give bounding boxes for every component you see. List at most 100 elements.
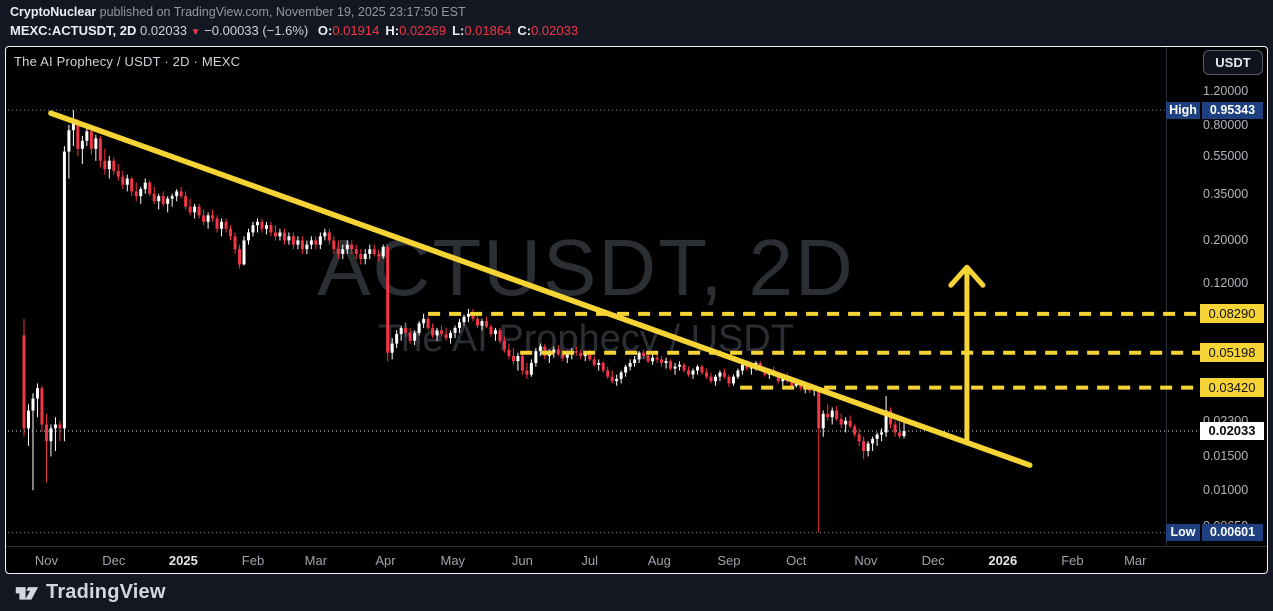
ohlc-values: O:0.01914 H:0.02269 L:0.01864 C:0.02033	[312, 23, 578, 38]
chart-legend-title[interactable]: The AI Prophecy / USDT · 2D · MEXC	[14, 54, 241, 69]
price-axis-separator	[1166, 47, 1167, 546]
candle-body	[125, 178, 129, 185]
candle-body	[94, 138, 98, 149]
tradingview-brand[interactable]: TradingView	[14, 580, 166, 605]
low-value-badge: 0.00601	[1202, 524, 1263, 542]
candle-body	[624, 366, 628, 373]
candle-body	[404, 327, 408, 333]
footer-bar: TradingView	[0, 574, 1273, 611]
candle-body	[682, 364, 686, 371]
candle-body	[489, 326, 493, 335]
ohlc-label: L:	[452, 23, 465, 38]
price-tick: 0.35000	[1203, 186, 1249, 201]
candle-body	[678, 364, 682, 367]
candle-body	[655, 357, 659, 360]
candle-body	[161, 196, 165, 204]
candle-body	[444, 334, 448, 339]
candle-body	[516, 356, 520, 362]
symbol-line: MEXC:ACTUSDT, 2D 0.02033 ▼ −0.00033 (−1.…	[10, 22, 578, 41]
candle-body	[691, 370, 695, 375]
time-tick-label: Feb	[1061, 553, 1084, 568]
candle-body	[520, 356, 524, 371]
attribution-text: published on TradingView.com, November 1…	[96, 5, 466, 19]
high-label-chip: High	[1166, 101, 1200, 119]
candle-body	[112, 160, 116, 171]
candle-body	[440, 330, 444, 335]
candle-body	[35, 388, 39, 399]
candle-body	[484, 321, 488, 327]
candle-body	[148, 182, 152, 194]
chart-pane[interactable]	[8, 109, 1166, 534]
candle-body	[669, 361, 673, 369]
time-tick-label: 2025	[168, 553, 198, 568]
candle-body	[350, 244, 354, 250]
candle-body	[880, 432, 884, 435]
candle-body	[166, 198, 170, 204]
candle-body	[31, 398, 35, 411]
candle-body	[175, 191, 179, 197]
candle-body	[359, 253, 363, 260]
candle-body	[247, 232, 250, 241]
candle-body	[848, 420, 852, 427]
candle-body	[377, 253, 381, 257]
time-tick-label: Aug	[647, 553, 671, 568]
time-tick-label: Oct	[786, 553, 807, 568]
candle-body	[893, 424, 897, 433]
candle-body	[336, 249, 340, 254]
candle-body	[170, 196, 174, 199]
candle-body	[58, 424, 62, 429]
symbol-name[interactable]: MEXC:ACTUSDT, 2D	[10, 23, 137, 38]
candle-body	[193, 206, 197, 213]
price-tick: 0.01000	[1203, 483, 1249, 498]
candle-body	[727, 376, 731, 384]
candle-body	[296, 240, 300, 245]
candle-body	[552, 349, 556, 353]
level-price-badge: 0.03420	[1200, 378, 1264, 398]
ohlc-label: O:	[317, 23, 333, 38]
time-tick-label: Jun	[511, 553, 533, 568]
candle-body	[615, 378, 619, 382]
candle-body	[188, 206, 192, 213]
candle-body	[121, 176, 125, 185]
candle-body	[458, 322, 462, 328]
candle-body	[449, 332, 453, 339]
price-tick: 0.55000	[1203, 149, 1249, 164]
candle-body	[853, 426, 857, 435]
candle-body	[731, 376, 735, 384]
chart-widget[interactable]: ACTUSDT, 2D The AI Prophecy / USDT The A…	[5, 46, 1268, 574]
currency-toggle-button[interactable]: USDT	[1203, 50, 1263, 75]
ohlc-value: 0.01864	[464, 23, 512, 38]
attribution-line: CryptoNuclear published on TradingView.c…	[10, 4, 578, 21]
candle-body	[839, 418, 843, 425]
candle-body	[525, 370, 529, 375]
candle-body	[399, 327, 403, 335]
candle-body	[345, 244, 349, 250]
candle-body	[89, 131, 93, 149]
candle-body	[538, 346, 542, 352]
candle-body	[251, 225, 255, 233]
candle-body	[341, 249, 345, 254]
candle-body	[62, 151, 66, 429]
price-tick: 0.80000	[1203, 117, 1249, 132]
candle-body	[273, 232, 277, 237]
time-tick-label: Jul	[581, 553, 599, 568]
candle-body	[740, 364, 744, 371]
trendline[interactable]	[48, 110, 1033, 468]
candle-body	[49, 428, 53, 442]
candle-body	[179, 191, 183, 197]
candle-body	[291, 236, 295, 245]
candle-body	[44, 424, 48, 442]
candle-body	[287, 236, 291, 241]
candle-body	[619, 372, 623, 379]
candle-body	[597, 362, 601, 365]
candle-body	[628, 362, 632, 367]
candle-body	[673, 366, 677, 369]
candle-body	[507, 349, 511, 357]
candle-body	[875, 434, 879, 439]
up-arrow-head[interactable]	[948, 264, 986, 288]
candle-body	[794, 383, 798, 386]
candle-body	[229, 228, 233, 237]
candlestick-plot[interactable]	[6, 47, 1267, 573]
candle-body	[529, 362, 533, 375]
candle-body	[395, 334, 399, 344]
